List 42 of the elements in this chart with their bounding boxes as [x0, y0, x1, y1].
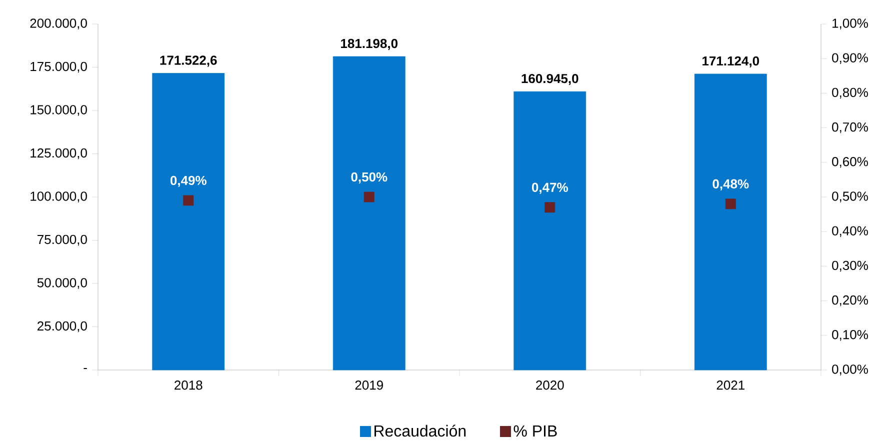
y2-tick-label: 0,00%	[832, 364, 868, 376]
y2-tick-label: 0,60%	[832, 157, 868, 168]
data-label: 171.522,6	[160, 56, 217, 67]
data-label: 181.198,0	[341, 38, 398, 50]
data-label: 0,50%	[351, 172, 388, 184]
y2-tick-label: 0,80%	[832, 88, 868, 99]
y2-tick-label: 0,20%	[832, 295, 868, 306]
data-label: 160.945,0	[522, 74, 578, 86]
y-tick-label: 175.000,0	[30, 62, 87, 73]
data-label: 0,47%	[532, 182, 568, 194]
point	[725, 198, 736, 210]
legend-label: Recaudación	[374, 424, 466, 437]
point	[364, 192, 374, 202]
y2-tick-label: 0,10%	[832, 330, 868, 341]
x-tick-label: 2018	[174, 380, 202, 390]
y-tick-label: 25.000,0	[38, 321, 87, 332]
y-tick-label: -	[84, 368, 87, 370]
data-label: 0,48%	[712, 179, 749, 190]
bar	[332, 56, 406, 370]
y2-tick-label: 0,50%	[832, 192, 868, 202]
y-tick-label: 125.000,0	[30, 148, 87, 160]
bar	[152, 73, 225, 370]
bar	[514, 91, 586, 370]
bar	[694, 74, 767, 370]
x-tick-label: 2021	[716, 380, 744, 390]
y2-tick-label: 0,30%	[832, 260, 868, 272]
y-tick-label: 200.000,0	[30, 18, 87, 30]
y-tick-label: 150.000,0	[30, 105, 87, 116]
legend-label: % PIB	[514, 425, 557, 437]
x-tick-label: 2019	[355, 380, 383, 390]
x-tick-label: 2020	[536, 380, 564, 390]
y2-tick-label: 0,90%	[832, 53, 868, 64]
y-tick-label: 100.000,0	[30, 192, 87, 202]
y2-tick-label: 1,00%	[832, 18, 868, 30]
y-tick-label: 50.000,0	[37, 278, 87, 289]
data-label: 0,49%	[170, 176, 206, 187]
point	[544, 202, 556, 213]
y2-tick-label: 0,70%	[832, 122, 868, 134]
y-tick-label: 75.000,0	[38, 234, 87, 246]
data-label: 171.124,0	[702, 56, 760, 68]
point	[183, 195, 194, 206]
y2-tick-label: 0,40%	[832, 226, 868, 237]
